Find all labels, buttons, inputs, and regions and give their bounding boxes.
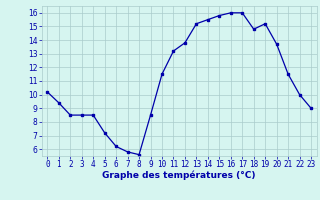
X-axis label: Graphe des températures (°C): Graphe des températures (°C) (102, 171, 256, 180)
